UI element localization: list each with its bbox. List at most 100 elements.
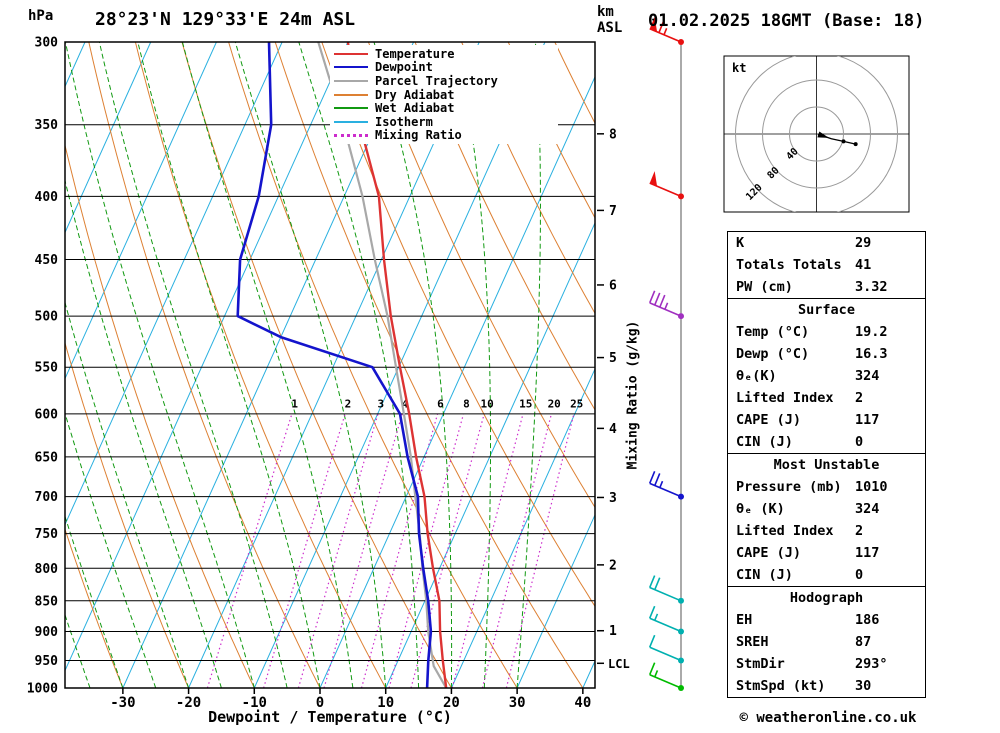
temp-axis: -30 -20 -10 0 10 20 30 40 xyxy=(110,688,591,711)
stat-value: 293° xyxy=(855,656,888,672)
stat-row: Temp (°C) 19.2 xyxy=(728,321,925,343)
barb-feather xyxy=(659,294,666,308)
stat-row: CAPE (J) 117 xyxy=(728,409,925,431)
barb-feather xyxy=(654,292,661,306)
km-tick-label: 4 xyxy=(609,422,617,437)
stat-value: 186 xyxy=(855,612,880,628)
dry-adiabat-line xyxy=(65,341,190,688)
stat-value: 117 xyxy=(855,545,880,561)
stat-value: 3.32 xyxy=(855,279,888,295)
hodo-speed-ring xyxy=(789,106,844,162)
temp-tick-label: 0 xyxy=(316,695,324,711)
stat-value: 30 xyxy=(855,678,872,694)
stat-row: K 29 xyxy=(728,232,925,254)
isotherm-line xyxy=(65,42,283,526)
barb-feather xyxy=(648,471,656,484)
barb-staff xyxy=(649,586,682,602)
stat-row: SREH 87 xyxy=(728,631,925,653)
mixing-ratio-line xyxy=(360,413,439,688)
legend-item-dewpoint: Dewpoint xyxy=(334,61,554,75)
legend-item-temperature: Temperature xyxy=(334,47,554,61)
dewpoint-curve xyxy=(236,42,433,688)
barb-flag xyxy=(649,16,658,32)
pressure-tick-label: 750 xyxy=(35,527,59,542)
barb-feather xyxy=(658,20,665,33)
pressure-axis-labels: 300 350 400 450 500 550 600 650 700 750 800 850 900 9… xyxy=(27,36,58,697)
pressure-tick-label: 300 xyxy=(35,36,59,51)
stat-row: Lifted Index 2 xyxy=(728,387,925,409)
legend: Temperature Dewpoint Parcel Trajectory Dry … xyxy=(330,45,558,145)
mixing-ratio-lines xyxy=(206,413,575,688)
mixing-ratio-line xyxy=(263,413,346,688)
barb-staff xyxy=(649,182,682,198)
stats-table: K 29 Totals Totals 41 PW (cm) 3.32 Surface Temp… xyxy=(727,231,926,698)
mixing-ratio-line-swatch xyxy=(334,133,368,137)
wet-adiabat-line xyxy=(65,178,222,688)
pressure-tick-label: 700 xyxy=(35,490,59,505)
stat-label: θₑ (K) xyxy=(736,501,785,517)
temp-tick-label: 40 xyxy=(574,695,591,711)
pressure-tick-label: 950 xyxy=(35,654,59,669)
isotherm-line xyxy=(188,42,480,688)
barb-staff xyxy=(649,646,682,662)
km-label: km xyxy=(597,4,614,20)
hodo-unit-label: kt xyxy=(732,61,746,75)
stat-label: Totals Totals xyxy=(736,257,842,273)
stat-value: 324 xyxy=(855,501,880,517)
section-title: Surface xyxy=(798,302,855,318)
isotherm-line xyxy=(516,513,595,688)
mixing-ratio-label: 1 xyxy=(291,398,298,411)
mixing-ratio-label: 10 xyxy=(480,398,493,411)
altitude-axis-header: km ASL xyxy=(597,4,622,36)
pressure-tick-label: 650 xyxy=(35,450,59,465)
barb-half-feather xyxy=(663,28,668,36)
barb-feather xyxy=(654,473,661,486)
wet-adiabat-line xyxy=(65,42,255,688)
mixing-ratio-labels: 1 2 3 4 6 8 10 15 20 25 xyxy=(291,398,583,411)
barb-half-feather xyxy=(664,302,669,310)
stat-value: 16.3 xyxy=(855,346,888,362)
isotherm-line xyxy=(65,42,349,672)
temp-tick-label: 30 xyxy=(509,695,526,711)
stat-label: CIN (J) xyxy=(736,434,793,450)
stat-value: 0 xyxy=(855,434,864,450)
section-most-unstable: Most Unstable Pressure (mb) 1010 θₑ (K) 324 L… xyxy=(727,453,926,587)
stat-label: SREH xyxy=(736,634,769,650)
wet-adiabat-line xyxy=(137,42,321,688)
mixing-ratio-label: 8 xyxy=(463,398,470,411)
km-axis: 1 2 3 4 5 6 7 8 LCL xyxy=(597,127,630,671)
mixing-ratio-label: 4 xyxy=(402,398,409,411)
barb-staff xyxy=(649,674,682,689)
wet-adiabat-line xyxy=(298,42,420,688)
mixing-ratio-label: 6 xyxy=(437,398,444,411)
stat-label: Pressure (mb) xyxy=(736,479,842,495)
hodo-speed-ring xyxy=(762,79,871,189)
legend-item-wet-adiabat: Wet Adiabat xyxy=(334,101,554,115)
pressure-tick-label: 400 xyxy=(35,190,59,205)
stat-label: PW (cm) xyxy=(736,279,793,295)
km-tick-label: 2 xyxy=(609,558,617,573)
legend-label: Temperature xyxy=(375,46,455,61)
pressure-tick-label: 450 xyxy=(35,253,59,268)
stat-row: Dewp (°C) 16.3 xyxy=(728,343,925,365)
stat-value: 0 xyxy=(855,567,864,583)
barb-staff xyxy=(649,482,682,498)
pressure-tick-label: 900 xyxy=(35,625,59,640)
wet-adiabat-line xyxy=(98,42,288,688)
isotherm-line xyxy=(450,367,595,688)
pressure-tick-label: 500 xyxy=(35,310,59,325)
section-hodograph: Hodograph EH 186 SREH 87 StmDir 293° StmSpd (kt… xyxy=(727,586,926,698)
km-tick-label: 5 xyxy=(609,351,617,366)
barb-half-feather xyxy=(654,670,659,678)
barb-feather xyxy=(648,605,656,619)
pressure-unit-label: hPa xyxy=(28,8,54,24)
plot-border xyxy=(64,41,596,689)
stat-value: 29 xyxy=(855,235,872,251)
temp-tick-label: -10 xyxy=(242,695,267,711)
barb-feather xyxy=(654,577,661,590)
mixing-ratio-label: 20 xyxy=(548,398,561,411)
wet-adiabat-line-swatch xyxy=(334,107,368,110)
dry-adiabat-line-swatch xyxy=(334,93,368,96)
legend-item-parcel-trajectory: Parcel Trajectory xyxy=(334,74,554,88)
pressure-tick-label: 850 xyxy=(35,594,59,609)
